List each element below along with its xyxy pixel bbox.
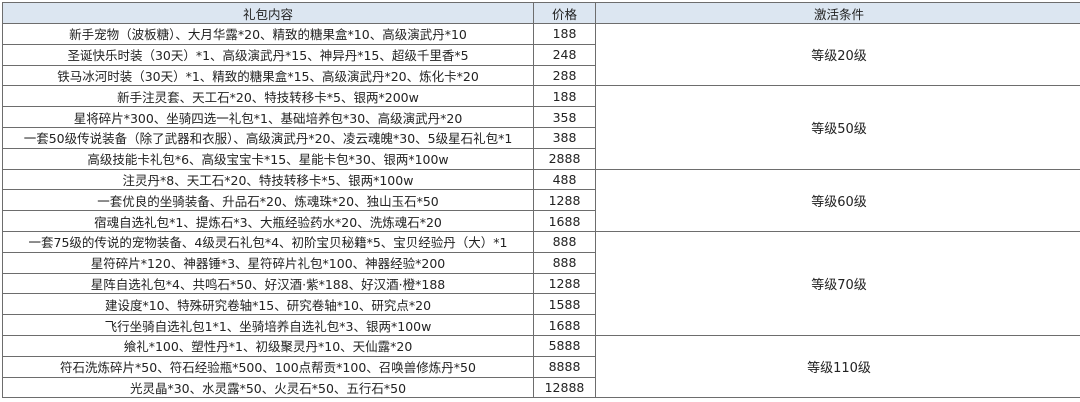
content-cell: 新手注灵套、天工石*20、特技转移卡*5、银两*200w	[2, 85, 534, 108]
price-cell: 12888	[533, 376, 596, 399]
content-cell: 建设度*10、特殊研究卷轴*15、研究卷轴*10、研究点*20	[2, 293, 534, 316]
header-price: 价格	[533, 2, 596, 24]
table-row: 光灵晶*30、水灵露*50、火灵石*50、五行石*50 12888	[2, 376, 1080, 399]
content-cell: 飞行坐骑自选礼包1*1、坐骑培养自选礼包*3、银两*100w	[2, 314, 534, 336]
content-cell: 注灵丹*8、天工石*20、特技转移卡*5、银两*100w	[2, 168, 534, 191]
content-cell: 星阵自选礼包*4、共鸣石*50、好汉酒·紫*188、好汉酒·橙*188	[2, 272, 534, 295]
table-row: 星将碎片*300、坐骑四选一礼包*1、基础培养包*30、高级演武丹*20 358	[2, 106, 1080, 128]
header-condition: 激活条件	[595, 2, 1080, 24]
price-cell: 2888	[533, 147, 596, 170]
price-cell: 888	[533, 230, 596, 253]
price-cell: 1688	[533, 210, 596, 232]
content-cell: 一套优良的坐骑装备、升品石*20、炼魂珠*20、独山玉石*50	[2, 189, 534, 212]
price-cell: 188	[533, 23, 596, 45]
price-cell: 1688	[533, 314, 596, 336]
table-row: 一套75级的传说的宠物装备、4级灵石礼包*4、初阶宝贝秘籍*5、宝贝经验丹（大）…	[2, 230, 1080, 336]
price-cell: 1288	[533, 272, 596, 295]
table-row: 星阵自选礼包*4、共鸣石*50、好汉酒·紫*188、好汉酒·橙*188 1288	[2, 272, 1080, 295]
price-cell: 488	[533, 168, 596, 191]
content-cell: 星将碎片*300、坐骑四选一礼包*1、基础培养包*30、高级演武丹*20	[2, 106, 534, 128]
table-row: 新手宠物（波板糖）、大月华露*20、精致的糖果盒*10、高级演武丹*10 188 等…	[2, 22, 1080, 87]
content-cell: 铁马冰河时装（30天）*1、精致的糖果盒*15、高级演武丹*20、炼化卡*20	[2, 64, 534, 87]
content-cell: 星符碎片*120、神器锤*3、星符碎片礼包*100、神器经验*200	[2, 251, 534, 274]
condition-cell: 等级70级	[595, 230, 1080, 336]
content-cell: 高级技能卡礼包*6、高级宝宝卡*15、星能卡包*30、银两*100w	[2, 147, 534, 170]
header-row: 礼包内容 价格 激活条件	[2, 2, 1080, 24]
price-cell: 8888	[533, 355, 596, 378]
condition-cell: 等级110级	[595, 334, 1080, 399]
table-row: 星符碎片*120、神器锤*3、星符碎片礼包*100、神器经验*200 888	[2, 251, 1080, 274]
table-row: 注灵丹*8、天工石*20、特技转移卡*5、银两*100w 488 等级60级	[2, 168, 1080, 232]
content-cell: 符石洗炼碎片*50、符石经验瓶*500、100点帮贡*100、召唤兽修炼丹*50	[2, 355, 534, 378]
content-cell: 飨礼*100、塑性丹*1、初级聚灵丹*10、天仙露*20	[2, 334, 534, 357]
content-cell: 圣诞快乐时装（30天）*1、高级演武丹*15、神异丹*15、超级千里香*5	[2, 43, 534, 66]
table-row: 高级技能卡礼包*6、高级宝宝卡*15、星能卡包*30、银两*100w 2888	[2, 147, 1080, 170]
condition-cell: 等级60级	[595, 168, 1080, 232]
condition-cell: 等级20级	[595, 22, 1080, 87]
content-cell: 光灵晶*30、水灵露*50、火灵石*50、五行石*50	[2, 376, 534, 399]
price-cell: 288	[533, 64, 596, 87]
content-cell: 一套50级传说装备（除了武器和衣服）、高级演武丹*20、凌云魂魄*30、5级星石…	[2, 126, 534, 149]
price-cell: 888	[533, 251, 596, 274]
price-cell: 388	[533, 126, 596, 149]
table-row: 飞行坐骑自选礼包1*1、坐骑培养自选礼包*3、银两*100w 1688	[2, 314, 1080, 336]
condition-cell: 等级50级	[595, 85, 1080, 170]
price-cell: 248	[533, 43, 596, 66]
price-cell: 188	[533, 85, 596, 108]
price-cell: 358	[533, 106, 596, 128]
content-cell: 一套75级的传说的宠物装备、4级灵石礼包*4、初阶宝贝秘籍*5、宝贝经验丹（大）…	[2, 230, 534, 253]
table-row: 圣诞快乐时装（30天）*1、高级演武丹*15、神异丹*15、超级千里香*5 248	[2, 43, 1080, 66]
table-row: 新手注灵套、天工石*20、特技转移卡*5、银两*200w 188 等级50级	[2, 85, 1080, 170]
price-cell: 5888	[533, 334, 596, 357]
content-cell: 新手宠物（波板糖）、大月华露*20、精致的糖果盒*10、高级演武丹*10	[2, 23, 534, 45]
table-row: 宿魂自选礼包*1、提炼石*3、大瓶经验药水*20、洗炼魂石*20 1688	[2, 210, 1080, 232]
table-row: 符石洗炼碎片*50、符石经验瓶*500、100点帮贡*100、召唤兽修炼丹*50…	[2, 355, 1080, 378]
price-cell: 1588	[533, 293, 596, 316]
price-cell: 1288	[533, 189, 596, 212]
table-row: 飨礼*100、塑性丹*1、初级聚灵丹*10、天仙露*20 5888 等级110级	[2, 334, 1080, 399]
header-content: 礼包内容	[2, 2, 534, 24]
table-row: 建设度*10、特殊研究卷轴*15、研究卷轴*10、研究点*20 1588	[2, 293, 1080, 316]
content-cell: 宿魂自选礼包*1、提炼石*3、大瓶经验药水*20、洗炼魂石*20	[2, 210, 534, 232]
